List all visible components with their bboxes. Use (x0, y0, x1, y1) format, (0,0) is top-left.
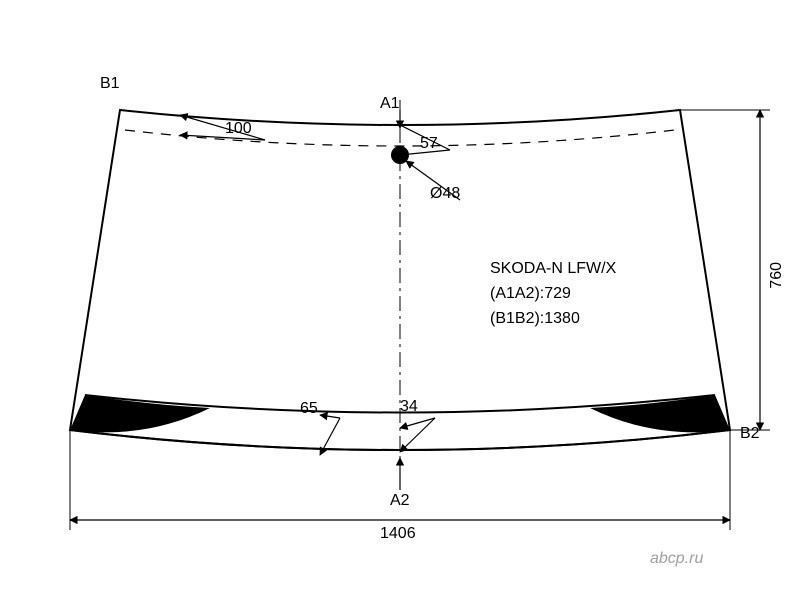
label-d48: Ø48 (430, 185, 460, 203)
label-100: 100 (225, 120, 252, 138)
label-65: 65 (300, 400, 318, 418)
label-b1: B1 (100, 75, 120, 93)
label-760: 760 (768, 262, 786, 289)
label-34: 34 (400, 398, 418, 416)
windshield-diagram (0, 0, 800, 600)
label-57: 57 (420, 135, 438, 153)
label-1406: 1406 (380, 525, 416, 543)
label-spec1: (A1A2):729 (490, 285, 571, 303)
watermark: abcp.ru (650, 550, 703, 568)
label-spec2: (B1B2):1380 (490, 310, 580, 328)
label-a2: A2 (390, 492, 410, 510)
label-b2: B2 (740, 425, 760, 443)
label-a1: A1 (380, 95, 400, 113)
label-model: SKODA-N LFW/X (490, 260, 616, 278)
